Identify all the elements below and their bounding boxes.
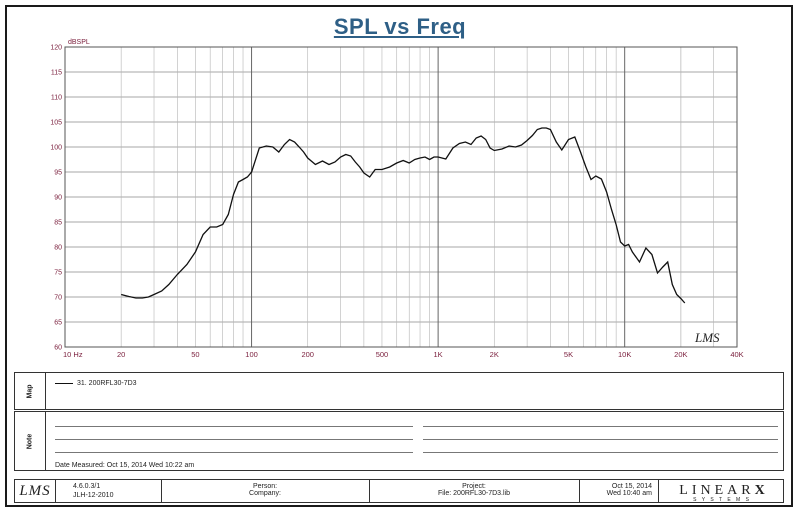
- y-tick-label: 110: [51, 95, 62, 102]
- y-axis-label: dBSPL: [68, 39, 90, 46]
- x-tick-label: 500: [376, 350, 389, 359]
- y-tick-label: 115: [51, 70, 62, 77]
- legend-entry: 31. 200RFL30-7D3: [55, 380, 137, 387]
- version-date: JLH-12-2010: [73, 492, 114, 499]
- y-tick-label: 65: [54, 320, 62, 327]
- note-line: [423, 452, 778, 453]
- chart-title: SPL vs Freq: [333, 14, 467, 39]
- x-tick-label: 40K: [730, 350, 743, 359]
- x-tick-label: 50: [191, 350, 199, 359]
- report-date: Oct 15, 2014: [611, 483, 652, 490]
- y-tick-label: 120: [50, 45, 62, 52]
- lms-watermark: LMS: [694, 330, 720, 345]
- lms-logo: LMS: [19, 482, 51, 499]
- plot-frame: [64, 46, 738, 348]
- brand-x: X: [754, 483, 765, 498]
- series-line: [121, 127, 686, 304]
- y-tick-label: 105: [50, 120, 62, 127]
- y-tick-label: 85: [54, 220, 62, 227]
- file-label: File: 200RFL30-7D3.lib: [438, 490, 510, 497]
- note-label: Note: [26, 433, 34, 449]
- y-tick-label: 95: [54, 170, 62, 177]
- person-label: Person:: [252, 483, 278, 490]
- x-tick-label: 1K: [434, 350, 443, 359]
- x-tick-label: 200: [301, 350, 314, 359]
- y-tick-label: 100: [50, 145, 62, 152]
- brand-name: LINEAR: [679, 483, 755, 498]
- map-label: Map: [26, 384, 34, 398]
- x-tick-label: 100: [245, 350, 258, 359]
- note-line: [55, 452, 413, 453]
- y-tick-labels: 120 115 110 105 100 95 90 85 80 75 70 65 60: [50, 45, 62, 352]
- legend-label: 31. 200RFL30-7D3: [77, 380, 137, 387]
- x-tick-label: 5K: [564, 350, 573, 359]
- legend-swatch: [55, 383, 73, 384]
- y-tick-label: 75: [54, 270, 62, 277]
- report-time: Wed 10:40 am: [606, 490, 652, 497]
- spl-plot: 120 115 110 105 100 95 90 85 80 75 70 65 60 10 Hz 20 5…: [50, 39, 744, 359]
- version: 4.6.0.3/1: [73, 483, 101, 490]
- y-tick-label: 80: [54, 245, 62, 252]
- plot-grid: [64, 46, 738, 348]
- x-tick-labels: 10 Hz 20 50 100 200 500 1K 2K 5K 10K 20K 40K: [63, 350, 744, 359]
- y-tick-label: 70: [54, 295, 62, 302]
- y-tick-label: 60: [54, 345, 62, 352]
- x-tick-label: 10K: [618, 350, 631, 359]
- company-label: Company:: [249, 490, 281, 497]
- note-line: [55, 439, 413, 440]
- project-label: Project:: [462, 483, 486, 490]
- note-line: [423, 426, 778, 427]
- x-tick-label: 10 Hz: [63, 350, 83, 359]
- linear-x-logo: LINEARX S Y S T E M S: [663, 481, 781, 503]
- note-line: [423, 439, 778, 440]
- report-sheet: [5, 5, 793, 507]
- y-tick-label: 90: [54, 195, 62, 202]
- note-section: Note Date Measured: Oct 15, 2014 Wed 10:…: [14, 411, 784, 471]
- x-tick-label: 20: [117, 350, 125, 359]
- note-line: [55, 426, 413, 427]
- footer-bar: LMS 4.6.0.3/1 JLH-12-2010 Person: Compan…: [14, 479, 784, 503]
- brand-sub: S Y S T E M S: [693, 497, 751, 503]
- x-tick-label: 20K: [674, 350, 687, 359]
- x-tick-label: 2K: [490, 350, 499, 359]
- map-section: Map 31. 200RFL30-7D3: [14, 372, 784, 410]
- date-measured: Date Measured: Oct 15, 2014 Wed 10:22 am: [55, 462, 195, 469]
